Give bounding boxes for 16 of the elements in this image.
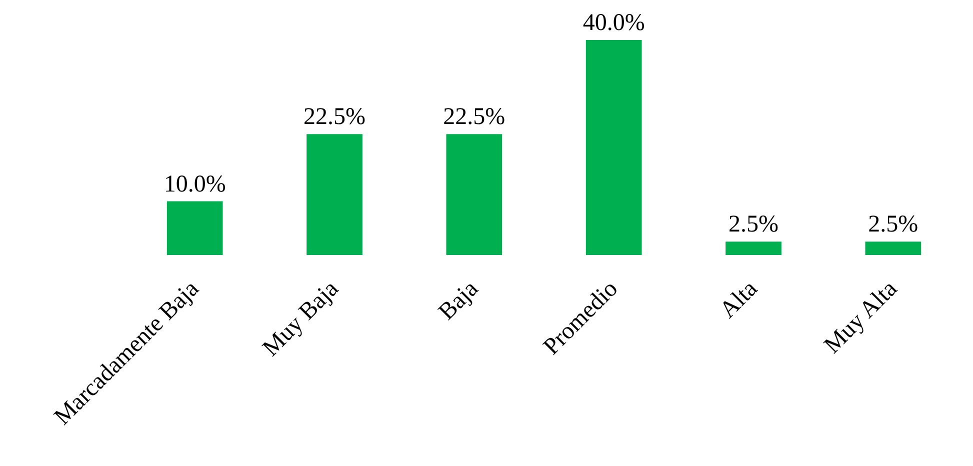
x-tick-label: Baja	[434, 276, 484, 326]
data-label: 22.5%	[443, 104, 506, 130]
data-label: 10.0%	[164, 171, 226, 198]
data-label: 22.5%	[304, 104, 366, 130]
bar	[586, 40, 642, 255]
bar	[166, 201, 223, 255]
data-label: 2.5%	[728, 212, 778, 238]
x-tick-label: Muy Alta	[819, 276, 903, 359]
bar	[726, 242, 782, 255]
data-label: 40.0%	[582, 10, 645, 36]
x-tick-label: Alta	[715, 276, 763, 324]
bar	[306, 134, 362, 255]
bar	[446, 134, 502, 255]
bar	[865, 242, 922, 255]
data-label: 2.5%	[868, 212, 918, 238]
x-tick-label: Muy Baja	[258, 276, 344, 362]
